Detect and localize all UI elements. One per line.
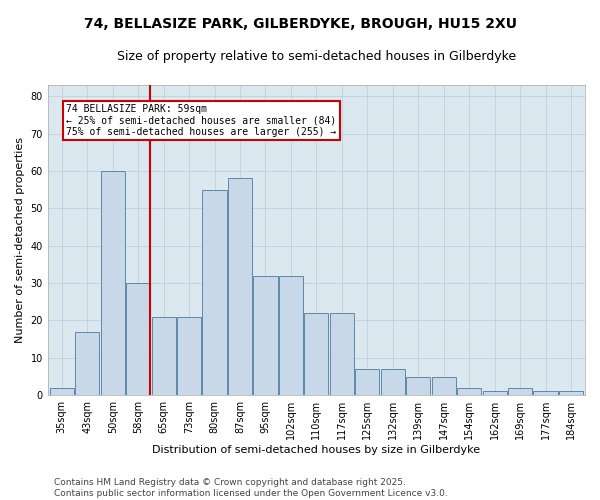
X-axis label: Distribution of semi-detached houses by size in Gilberdyke: Distribution of semi-detached houses by …	[152, 445, 481, 455]
Bar	[304, 313, 328, 395]
Bar	[50, 388, 74, 395]
Title: Size of property relative to semi-detached houses in Gilberdyke: Size of property relative to semi-detach…	[117, 50, 516, 63]
Bar	[75, 332, 100, 395]
Bar	[431, 376, 456, 395]
Bar	[355, 369, 379, 395]
Bar	[559, 392, 583, 395]
Bar	[482, 392, 507, 395]
Bar	[177, 316, 201, 395]
Bar	[406, 376, 430, 395]
Bar	[279, 276, 303, 395]
Bar	[228, 178, 252, 395]
Bar	[152, 316, 176, 395]
Text: 74 BELLASIZE PARK: 59sqm
← 25% of semi-detached houses are smaller (84)
75% of s: 74 BELLASIZE PARK: 59sqm ← 25% of semi-d…	[67, 104, 337, 137]
Text: 74, BELLASIZE PARK, GILBERDYKE, BROUGH, HU15 2XU: 74, BELLASIZE PARK, GILBERDYKE, BROUGH, …	[83, 18, 517, 32]
Bar	[380, 369, 405, 395]
Bar	[126, 283, 150, 395]
Y-axis label: Number of semi-detached properties: Number of semi-detached properties	[15, 137, 25, 343]
Bar	[202, 190, 227, 395]
Bar	[253, 276, 278, 395]
Bar	[101, 171, 125, 395]
Bar	[457, 388, 481, 395]
Bar	[508, 388, 532, 395]
Bar	[330, 313, 354, 395]
Bar	[533, 392, 557, 395]
Text: Contains HM Land Registry data © Crown copyright and database right 2025.
Contai: Contains HM Land Registry data © Crown c…	[54, 478, 448, 498]
